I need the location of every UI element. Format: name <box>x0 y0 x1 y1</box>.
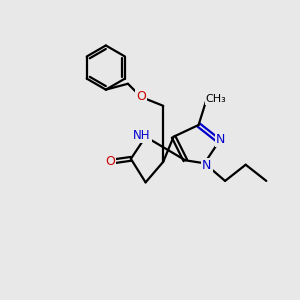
Text: NH: NH <box>133 129 151 142</box>
Text: N: N <box>202 159 212 172</box>
Text: N: N <box>216 133 225 146</box>
Text: O: O <box>105 155 115 168</box>
Text: CH₃: CH₃ <box>206 94 226 104</box>
Text: O: O <box>136 91 146 103</box>
